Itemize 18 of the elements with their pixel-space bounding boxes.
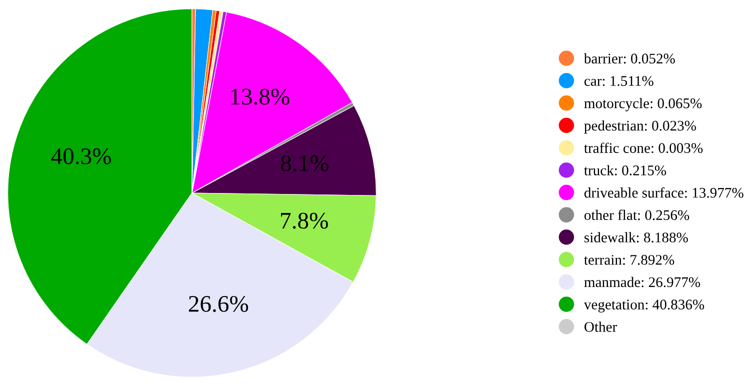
data-label: 7.8% <box>281 212 328 229</box>
legend-label: sidewalk: 8.188% <box>584 232 688 242</box>
legend-label: car: 1.511% <box>584 76 654 86</box>
legend-label: Other <box>584 322 617 332</box>
legend-label: pedestrian: 0.023% <box>584 120 696 134</box>
legend-label: terrain: 7.892% <box>584 254 674 265</box>
data-label: 40.3% <box>51 148 111 164</box>
legend-label: driveable surface: 13.977% <box>584 187 744 198</box>
legend-label: traffic cone: 0.003% <box>584 142 703 154</box>
legend-label: manmade: 26.977% <box>584 276 700 288</box>
legend-label: truck: 0.215% <box>584 165 666 176</box>
legend-label: motorcycle: 0.065% <box>584 98 702 112</box>
data-label: 13.8% <box>231 88 290 105</box>
legend-label: vegetation: 40.836% <box>584 300 704 312</box>
legend-label: barrier: 0.052% <box>584 53 675 64</box>
data-label: 26.6% <box>188 296 248 312</box>
legend-label: other flat: 0.256% <box>584 210 690 220</box>
data-label: 8.1% <box>280 155 328 172</box>
